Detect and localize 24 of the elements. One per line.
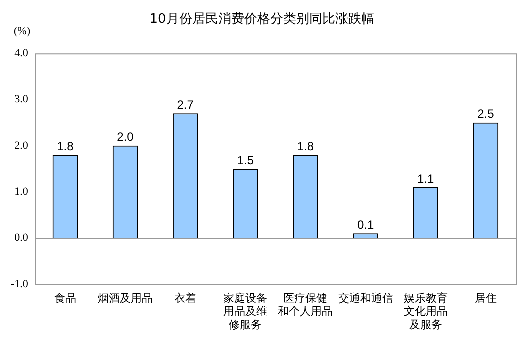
x-tick-label: 交通和通信 [338,292,394,305]
y-tick-label: 4.0 [14,47,29,60]
x-tick-label: 娱乐教育文化用品及服务 [404,292,448,332]
x-tick-label: 家庭设备用品及维修服务 [224,292,268,332]
x-tick-label: 医疗保健和个人用品 [278,292,334,318]
x-tick-label: 食品 [54,292,76,305]
y-tick-label: -1.0 [10,278,29,290]
data-label: 2.7 [177,98,194,112]
x-tick-label: 衣着 [174,292,197,305]
x-tick-label: 烟酒及用品 [98,292,154,305]
data-label: 1.1 [418,172,435,186]
y-tick-label: 0.0 [14,232,29,244]
x-tick-label: 居住 [474,292,497,305]
data-label: 1.8 [57,139,74,154]
data-label: 2.5 [478,107,495,122]
y-axis-title: (%) [14,25,31,38]
data-label: 0.1 [357,218,374,232]
data-label: 2.0 [117,130,134,144]
data-label: 1.5 [237,153,254,168]
y-tick-label: 1.0 [14,186,29,198]
data-label: 1.8 [297,139,314,154]
y-tick-label: 3.0 [14,94,29,106]
y-tick-label: 2.0 [14,140,29,152]
chart-title: 10月份居民消费价格分类别同比涨跌幅 [150,12,374,28]
